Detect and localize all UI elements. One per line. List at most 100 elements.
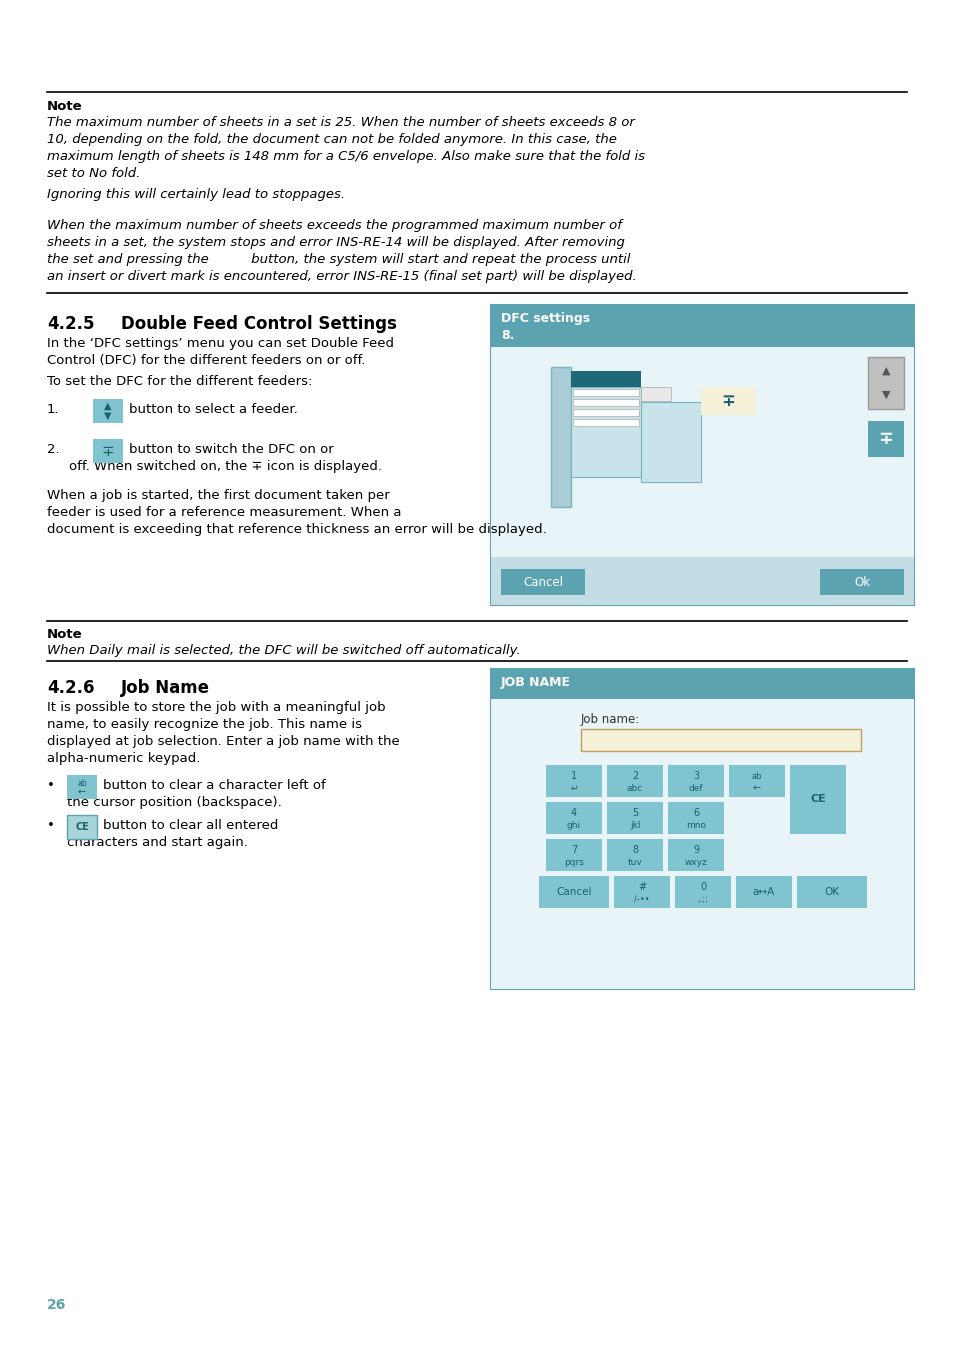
Bar [640, 402, 700, 483]
Bar [667, 840, 723, 871]
Text: 5: 5 [631, 808, 638, 818]
Text: wxyz: wxyz [684, 857, 707, 867]
Text: Ok: Ok [853, 576, 869, 588]
Text: To set the DFC for the different feeders:: To set the DFC for the different feeders… [47, 375, 312, 388]
Bar [491, 699, 913, 990]
Text: mno: mno [685, 821, 705, 830]
Bar [573, 399, 639, 406]
Text: jkl: jkl [629, 821, 639, 830]
Bar [867, 357, 903, 410]
Bar [675, 876, 730, 909]
Bar [820, 569, 903, 595]
Text: 4.2.6: 4.2.6 [47, 679, 94, 698]
Text: 10, depending on the fold, the document can not be folded anymore. In this case,: 10, depending on the fold, the document … [47, 132, 617, 146]
Text: Note: Note [47, 627, 83, 641]
Text: 9: 9 [692, 845, 699, 856]
Text: 8.: 8. [500, 329, 514, 342]
Text: Job Name: Job Name [121, 679, 210, 698]
Text: pqrs: pqrs [563, 857, 583, 867]
Text: When a job is started, the first document taken per: When a job is started, the first documen… [47, 489, 390, 502]
Bar [700, 387, 755, 415]
Text: 3: 3 [692, 771, 699, 781]
Text: 6: 6 [692, 808, 699, 818]
Bar [92, 399, 123, 423]
Bar [640, 387, 670, 402]
Text: maximum length of sheets is 148 mm for a C5/6 envelope. Also make sure that the : maximum length of sheets is 148 mm for a… [47, 150, 644, 164]
Text: Cancel: Cancel [522, 576, 562, 588]
Text: 0: 0 [700, 883, 705, 892]
Text: 2: 2 [631, 771, 638, 781]
Bar [538, 876, 608, 909]
Bar [491, 306, 913, 347]
Bar [500, 569, 584, 595]
Text: ab: ab [751, 772, 761, 780]
Bar [573, 419, 639, 426]
Text: Cancel: Cancel [556, 887, 591, 896]
Text: button to clear all entered: button to clear all entered [103, 819, 278, 831]
Text: 4.2.5: 4.2.5 [47, 315, 94, 333]
Text: ,.;;: ,.;; [697, 895, 708, 903]
Text: feeder is used for a reference measurement. When a: feeder is used for a reference measureme… [47, 506, 401, 519]
Text: button to switch the DFC on or: button to switch the DFC on or [129, 443, 334, 456]
Text: ▼: ▼ [881, 389, 889, 400]
Bar [67, 775, 97, 799]
Text: It is possible to store the job with a meaningful job: It is possible to store the job with a m… [47, 700, 385, 714]
Text: ▲: ▲ [881, 366, 889, 376]
Text: CE: CE [75, 822, 89, 831]
Text: OK: OK [823, 887, 839, 896]
Bar [614, 876, 669, 909]
Text: ↵: ↵ [570, 784, 578, 792]
Bar [551, 366, 571, 507]
Text: When the maximum number of sheets exceeds the programmed maximum number of: When the maximum number of sheets exceed… [47, 219, 621, 233]
Text: CE: CE [809, 794, 825, 804]
Text: •: • [47, 779, 55, 792]
Text: /-••: /-•• [634, 895, 649, 903]
Bar [606, 802, 662, 834]
Bar [580, 729, 861, 750]
Text: document is exceeding that reference thickness an error will be displayed.: document is exceeding that reference thi… [47, 523, 546, 535]
Text: button to select a feeder.: button to select a feeder. [129, 403, 297, 416]
Text: 4: 4 [570, 808, 577, 818]
Bar [789, 765, 845, 834]
Bar [571, 370, 640, 387]
Bar [545, 802, 601, 834]
Bar [796, 876, 866, 909]
Text: off. When switched on, the ∓ icon is displayed.: off. When switched on, the ∓ icon is dis… [69, 460, 381, 473]
Text: 1: 1 [570, 771, 577, 781]
Bar [606, 765, 662, 796]
Text: displayed at job selection. Enter a job name with the: displayed at job selection. Enter a job … [47, 735, 399, 748]
Text: ∓: ∓ [720, 392, 734, 410]
Text: Ignoring this will certainly lead to stoppages.: Ignoring this will certainly lead to sto… [47, 188, 345, 201]
Text: ∓: ∓ [878, 430, 893, 448]
Text: the cursor position (backspace).: the cursor position (backspace). [67, 796, 281, 808]
Text: tuv: tuv [627, 857, 641, 867]
Text: 7: 7 [570, 845, 577, 856]
Text: ghi: ghi [566, 821, 580, 830]
Bar [606, 840, 662, 871]
Text: 26: 26 [47, 1298, 67, 1311]
Text: an insert or divert mark is encountered, error INS-RE-15 (final set part) will b: an insert or divert mark is encountered,… [47, 270, 636, 283]
Text: In the ‘DFC settings’ menu you can set Double Feed: In the ‘DFC settings’ menu you can set D… [47, 337, 394, 350]
Text: ←: ← [752, 783, 760, 794]
Text: the set and pressing the          button, the system will start and repeat the p: the set and pressing the button, the sys… [47, 253, 630, 266]
Text: button to clear a character left of: button to clear a character left of [103, 779, 325, 792]
Text: #: # [638, 883, 645, 892]
Text: a↔A: a↔A [752, 887, 774, 896]
Text: Double Feed Control Settings: Double Feed Control Settings [121, 315, 396, 333]
Text: ▲: ▲ [104, 402, 112, 411]
Text: ∓: ∓ [102, 443, 114, 458]
Text: ▼: ▼ [104, 411, 112, 420]
Bar [491, 306, 913, 604]
Text: The maximum number of sheets in a set is 25. When the number of sheets exceeds 8: The maximum number of sheets in a set is… [47, 116, 634, 128]
Text: 8: 8 [631, 845, 638, 856]
Bar [571, 387, 640, 477]
Text: set to No fold.: set to No fold. [47, 168, 140, 180]
Bar [667, 765, 723, 796]
Text: Note: Note [47, 100, 83, 114]
Bar [491, 347, 913, 557]
Bar [92, 439, 123, 462]
Text: ←: ← [78, 787, 86, 796]
Text: JOB NAME: JOB NAME [500, 676, 571, 690]
Text: •: • [47, 819, 55, 831]
Text: characters and start again.: characters and start again. [67, 836, 248, 849]
